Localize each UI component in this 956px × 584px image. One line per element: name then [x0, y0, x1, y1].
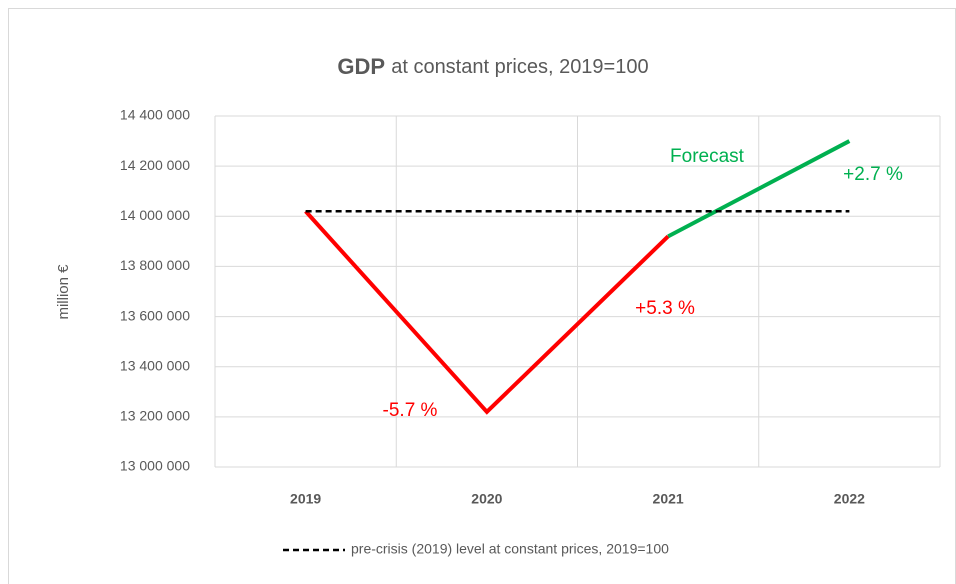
title-rest: at constant prices, 2019=100 — [391, 56, 648, 78]
chart-border — [8, 8, 956, 584]
x-tick-label: 2022 — [834, 491, 865, 507]
y-axis-label: million € — [55, 264, 72, 320]
y-tick-label: 13 400 000 — [120, 357, 190, 373]
y-tick-label: 14 200 000 — [120, 157, 190, 173]
y-tick-label: 14 000 000 — [120, 207, 190, 223]
x-tick-label: 2021 — [653, 491, 684, 507]
annotation: +5.3 % — [635, 298, 695, 319]
title-bold: GDP — [337, 54, 385, 79]
annotation: -5.7 % — [383, 400, 438, 421]
y-tick-label: 14 400 000 — [120, 107, 190, 123]
chart-title: GDP at constant prices, 2019=100 — [337, 54, 648, 79]
y-tick-label: 13 200 000 — [120, 408, 190, 424]
y-tick-label: 13 000 000 — [120, 458, 190, 474]
legend-label: pre-crisis (2019) level at constant pric… — [351, 541, 669, 557]
annotation: Forecast — [670, 146, 745, 167]
y-tick-label: 13 600 000 — [120, 307, 190, 323]
y-tick-label: 13 800 000 — [120, 257, 190, 273]
x-tick-label: 2020 — [471, 491, 502, 507]
series-line — [304, 209, 670, 415]
annotation: +2.7 % — [843, 164, 903, 185]
series-line — [667, 139, 851, 239]
x-tick-label: 2019 — [290, 491, 321, 507]
